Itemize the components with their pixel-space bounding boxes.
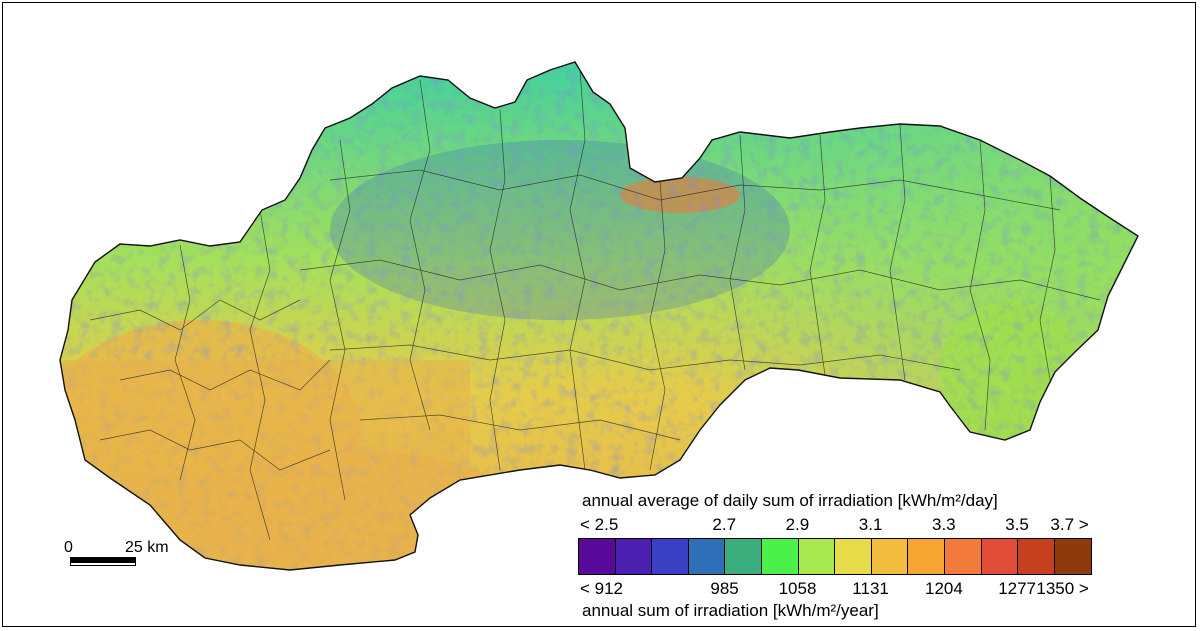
district-borders	[89, 69, 1101, 541]
legend-swatch	[944, 539, 982, 574]
legend-title-annual: annual sum of irradiation [kWh/m²/year]	[582, 601, 879, 620]
daily-tick-label: 2.9	[785, 515, 810, 534]
scalebar	[70, 557, 136, 566]
daily-tick-label: < 2.5	[580, 515, 619, 534]
annual-tick-label: < 912	[580, 579, 624, 598]
legend-swatch	[652, 539, 689, 574]
legend-swatch	[908, 539, 945, 574]
daily-tick-label: 2.7	[712, 515, 737, 534]
scalebar-white-segment	[70, 562, 136, 566]
legend-swatch	[725, 539, 762, 574]
legend-swatch	[798, 539, 836, 574]
annual-tick-label: 1058	[778, 579, 817, 598]
legend-swatch	[1054, 539, 1092, 574]
legend-title-daily: annual average of daily sum of irradiati…	[582, 491, 998, 510]
legend-swatch	[835, 539, 872, 574]
legend-swatch	[761, 539, 799, 574]
legend-swatch	[1018, 539, 1055, 574]
legend-swatch	[688, 539, 726, 574]
scalebar-end-label: 25 km	[125, 539, 169, 556]
legend-swatch	[579, 539, 616, 574]
annual-tick-label: 985	[710, 579, 739, 598]
annual-tick-label: 1131	[852, 579, 889, 598]
legend-swatch	[615, 539, 653, 574]
annual-tick-label: 1277	[998, 579, 1037, 598]
daily-tick-label: 3.5	[1005, 515, 1029, 534]
annual-tick-label: 1204	[925, 579, 963, 598]
annual-tick-label: 1350 >	[1036, 579, 1089, 598]
daily-tick-label: 3.3	[932, 515, 956, 534]
legend-color-scale	[578, 538, 1093, 575]
legend-swatch	[981, 539, 1019, 574]
legend-swatch	[871, 539, 909, 574]
scalebar-start-label: 0	[64, 539, 73, 556]
scalebar-black-segment	[70, 557, 136, 562]
daily-tick-label: 3.1	[858, 515, 883, 534]
daily-tick-label: 3.7 >	[1050, 515, 1089, 534]
